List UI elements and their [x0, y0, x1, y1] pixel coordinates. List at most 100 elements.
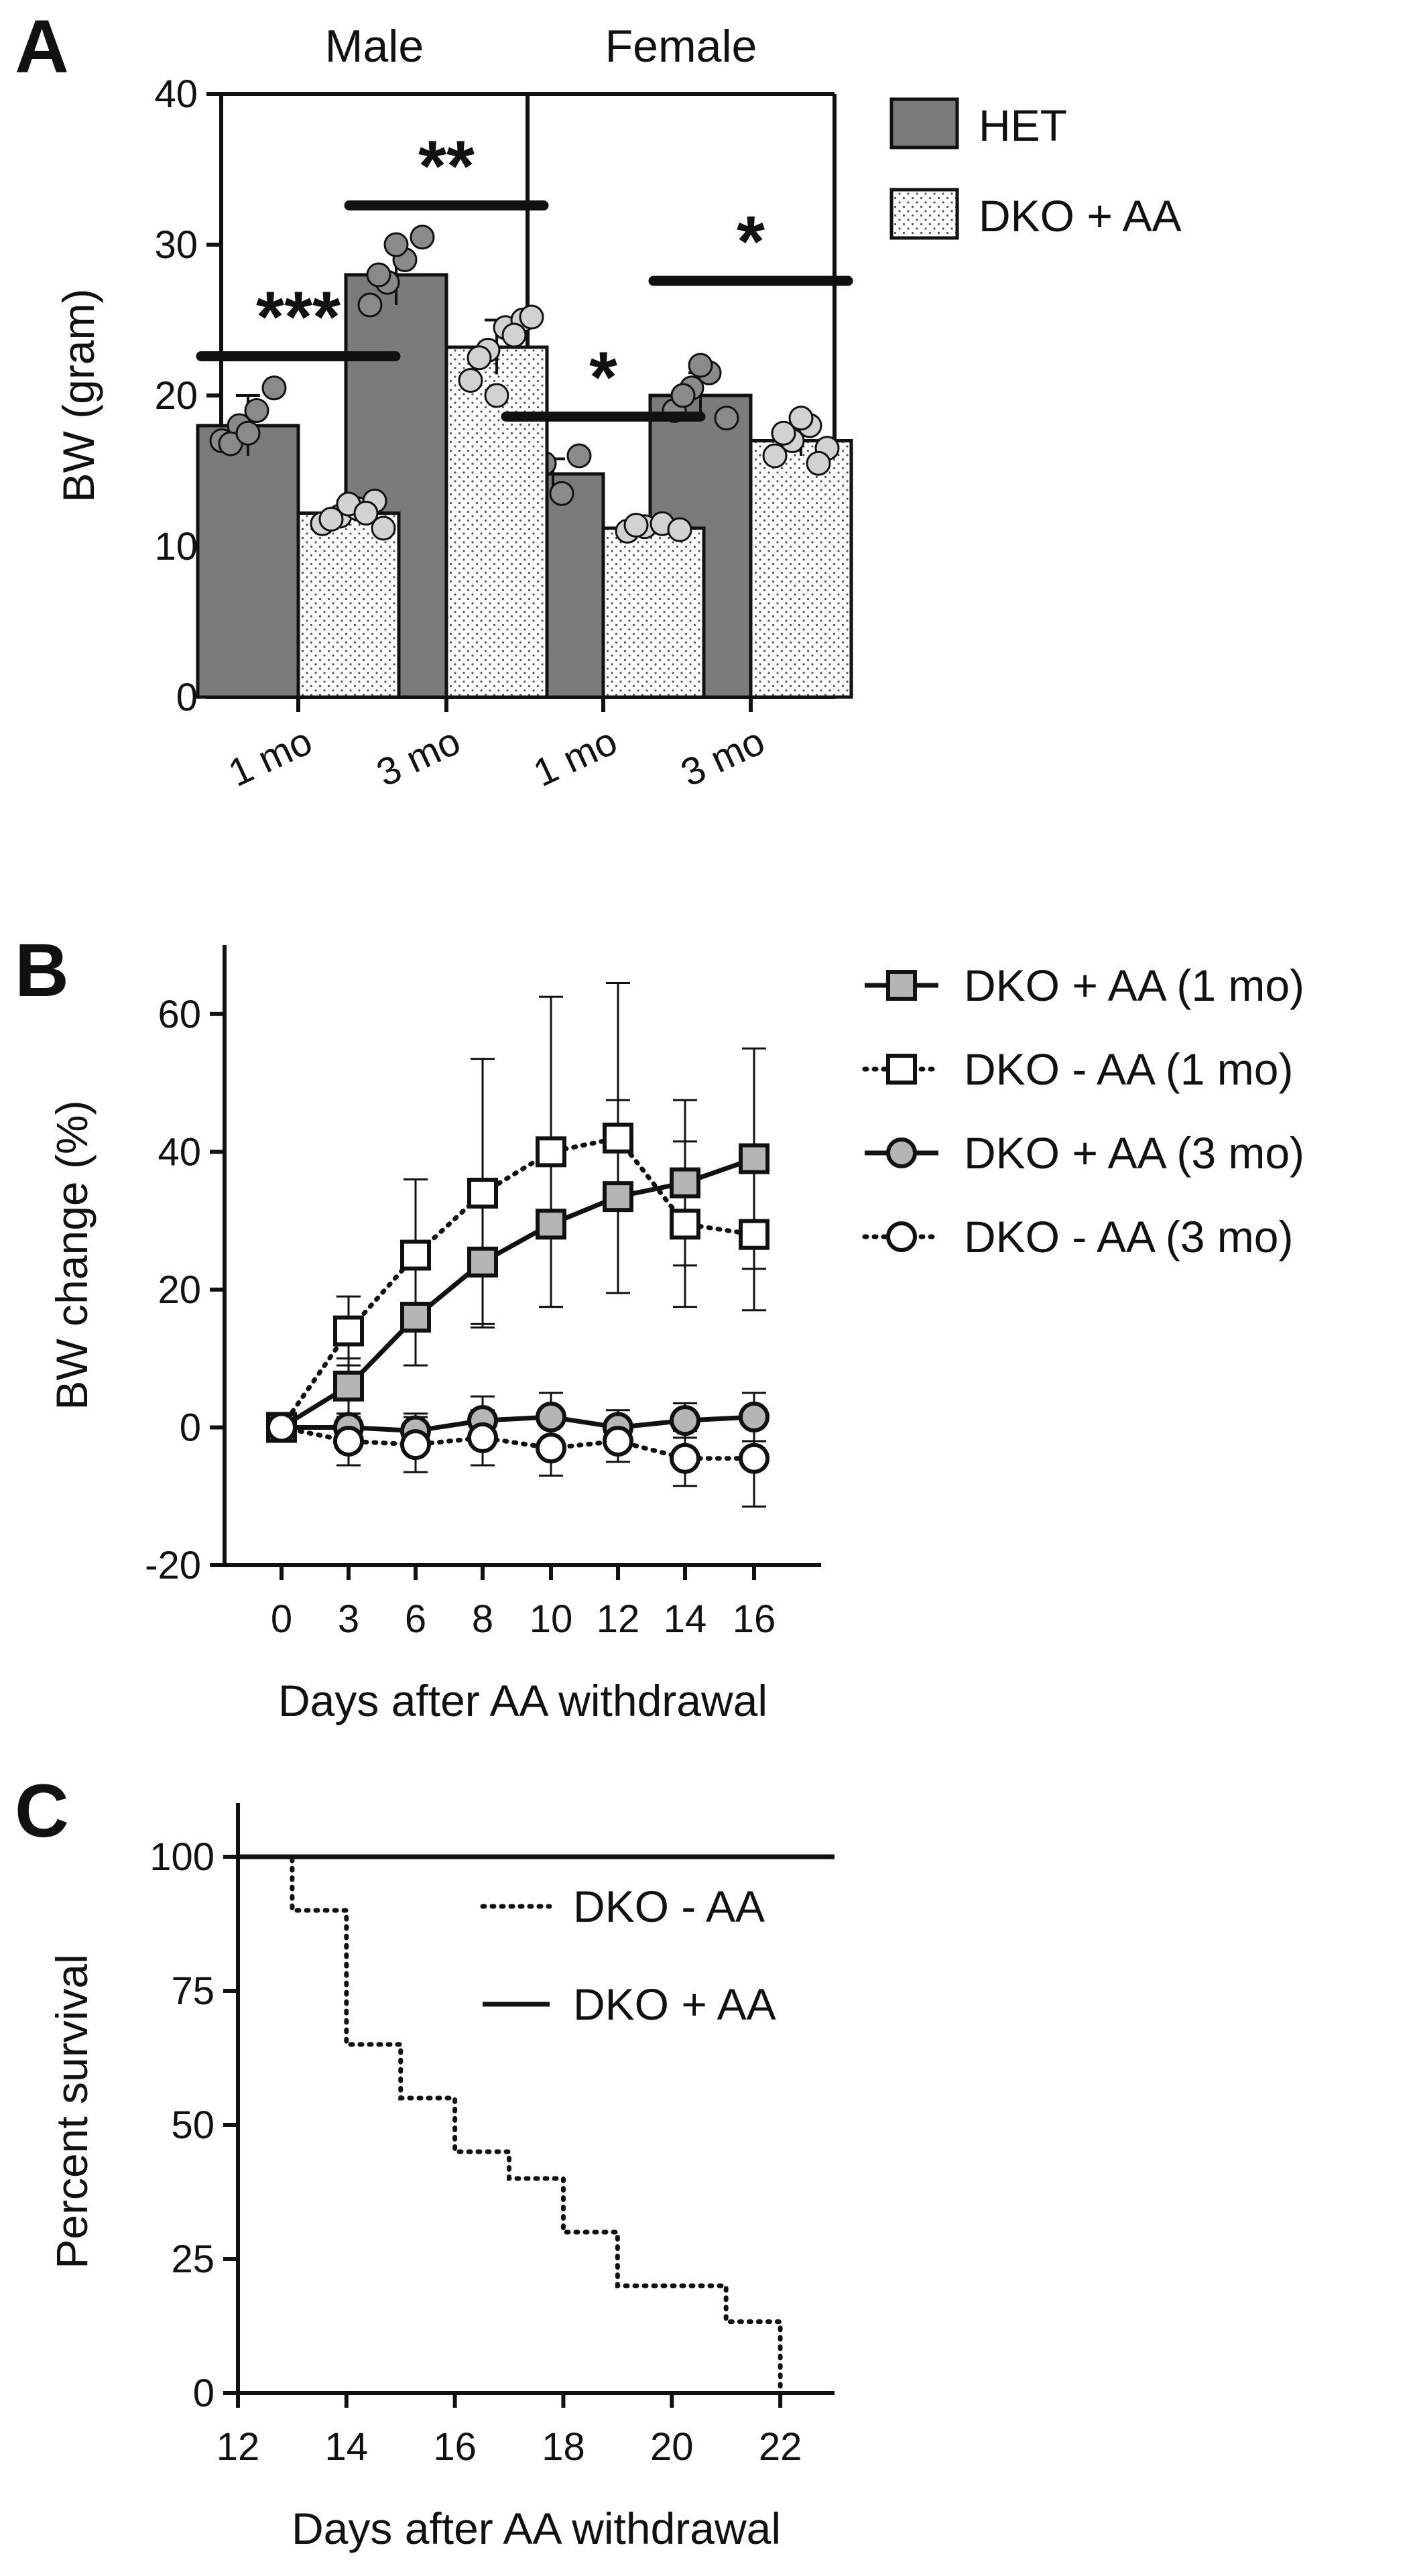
panel-b-legend-label: DKO - AA (3 mo): [964, 1212, 1293, 1262]
panel-b-legend-label: DKO + AA (3 mo): [964, 1128, 1304, 1178]
data-point: [771, 420, 796, 446]
panel-c-x-tick-label: 16: [433, 2425, 477, 2469]
panel-b-data-point: [536, 1432, 566, 1464]
panel-c-letter: C: [15, 1769, 69, 1853]
data-point: [235, 420, 261, 446]
panel-b-letter: B: [15, 928, 69, 1012]
panel-a-group-title: Female: [605, 21, 757, 72]
panel-b-data-point: [670, 1405, 700, 1436]
panel-b-y-tick-label: 60: [158, 993, 201, 1036]
legend-swatch-het: [889, 97, 959, 149]
panel-b-line-chart: -20 0 20 40 60 0 3 6 8 10 12 14 16 Days after AA with…: [47, 945, 1304, 1725]
data-point: [566, 443, 592, 469]
panel-a-bar-chart: 0 10 20 30 40 BW (gram) Male Female 1 mo 3 mo 1 mo…: [54, 21, 1182, 795]
panel-a-y-tick-label: 20: [154, 374, 198, 418]
panel-c-x-tick-label: 12: [217, 2425, 260, 2469]
panel-b-data-point: [333, 1370, 364, 1402]
legend-label-dko-aa: DKO + AA: [979, 191, 1182, 241]
panel-c-y-axis-title: Percent survival: [47, 1954, 97, 2269]
data-point: [410, 225, 435, 250]
data-point: [806, 450, 831, 476]
panel-b-data-point: [467, 1422, 498, 1453]
panel-c-x-tick-label: 20: [650, 2425, 694, 2469]
panel-b-data-point: [536, 1209, 566, 1240]
panel-a-x-tick-label: 1 mo: [527, 719, 623, 795]
panel-a-y-tick-label: 30: [154, 223, 198, 267]
data-point: [261, 375, 287, 401]
dko-aa-bar: [296, 511, 401, 699]
panel-c-y-tick-label: 100: [149, 1835, 214, 1879]
significance-stars: *: [589, 336, 617, 418]
data-point: [549, 481, 574, 506]
data-point: [667, 517, 692, 542]
dko-aa-bar: [749, 439, 853, 699]
panel-b-y-tick-label: 40: [158, 1130, 201, 1174]
panel-b-y-tick-label: -20: [145, 1544, 201, 1587]
panel-c-legend-label: DKO + AA: [573, 1979, 776, 2029]
panel-b-data-point: [333, 1315, 364, 1347]
panel-b-data-point: [603, 1426, 633, 1457]
data-point: [762, 443, 788, 469]
data-point: [371, 515, 396, 541]
panel-c-survival-chart: 0 25 50 75 100 12 14 16 18 20 22 Days after AA with…: [47, 1803, 835, 2553]
data-point: [353, 501, 379, 526]
panel-b-x-axis-title: Days after AA withdrawal: [278, 1676, 767, 1725]
panel-b-legend-label: DKO - AA (1 mo): [964, 1044, 1293, 1094]
panel-b-legend-marker: [886, 1138, 917, 1168]
panel-b-legend-marker: [886, 1221, 917, 1252]
panel-b-x-tick-label: 3: [338, 1597, 359, 1641]
panel-a-y-tick-label: 40: [154, 72, 198, 116]
panel-b-legend-marker: [886, 970, 917, 1001]
data-point: [244, 398, 269, 423]
data-point: [458, 368, 483, 393]
panel-b-data-point: [400, 1429, 431, 1461]
panel-b-data-point: [400, 1239, 431, 1271]
panel-a-x-tick-label: 3 mo: [674, 719, 771, 795]
panel-b-x-tick-label: 12: [597, 1597, 640, 1641]
panel-a-letter: A: [15, 5, 69, 88]
data-point: [670, 383, 696, 408]
data-point: [714, 406, 739, 431]
panel-b-x-tick-label: 0: [271, 1597, 292, 1641]
panel-c-y-tick-label: 50: [171, 2103, 214, 2147]
panel-c-x-axis-title: Days after AA withdrawal: [292, 2504, 781, 2553]
data-point: [383, 232, 409, 257]
panel-a-group-title: Male: [325, 21, 424, 72]
legend-label-het: HET: [979, 101, 1067, 150]
data-point: [519, 304, 544, 330]
panel-b-data-point: [467, 1178, 498, 1209]
panel-b-data-point: [603, 1122, 633, 1154]
panel-b-x-tick-label: 10: [530, 1597, 573, 1641]
panel-b-data-point: [333, 1426, 364, 1457]
panel-b-x-tick-label: 6: [405, 1597, 426, 1641]
panel-b-data-point: [739, 1143, 769, 1174]
panel-a-y-axis-title: BW (gram): [54, 289, 103, 503]
panel-a-y-tick-label: 10: [154, 525, 198, 568]
panel-c-legend-label: DKO - AA: [573, 1882, 765, 1931]
panel-b-y-tick-label: 0: [180, 1406, 201, 1449]
panel-b-data-point: [400, 1302, 431, 1333]
data-point: [467, 345, 492, 371]
panel-b-legend-label: DKO + AA (1 mo): [964, 961, 1304, 1010]
data-point: [484, 383, 509, 408]
panel-b-legend-marker: [886, 1054, 917, 1085]
panel-b-data-point: [536, 1136, 566, 1168]
panel-b-data-point: [670, 1443, 700, 1474]
data-point: [318, 507, 344, 532]
panel-a-x-tick-label: 3 mo: [370, 719, 467, 795]
dko-minus-aa-survival-curve: [235, 1854, 783, 2396]
panel-a-y-tick-label: 0: [176, 676, 198, 719]
panel-b-data-point: [467, 1246, 498, 1278]
panel-a-x-tick-label: 1 mo: [222, 719, 318, 795]
panel-b-data-point: [266, 1412, 297, 1443]
panel-b-data-point: [536, 1402, 566, 1433]
data-point: [501, 322, 527, 348]
panel-b-data-point: [739, 1402, 769, 1433]
panel-c-y-tick-label: 25: [171, 2237, 214, 2281]
panel-b-data-point: [670, 1209, 700, 1240]
panel-b-y-tick-label: 20: [158, 1268, 201, 1312]
panel-c-x-tick-label: 22: [759, 2425, 802, 2469]
significance-stars: *: [737, 200, 765, 282]
significance-stars: ***: [256, 276, 341, 357]
